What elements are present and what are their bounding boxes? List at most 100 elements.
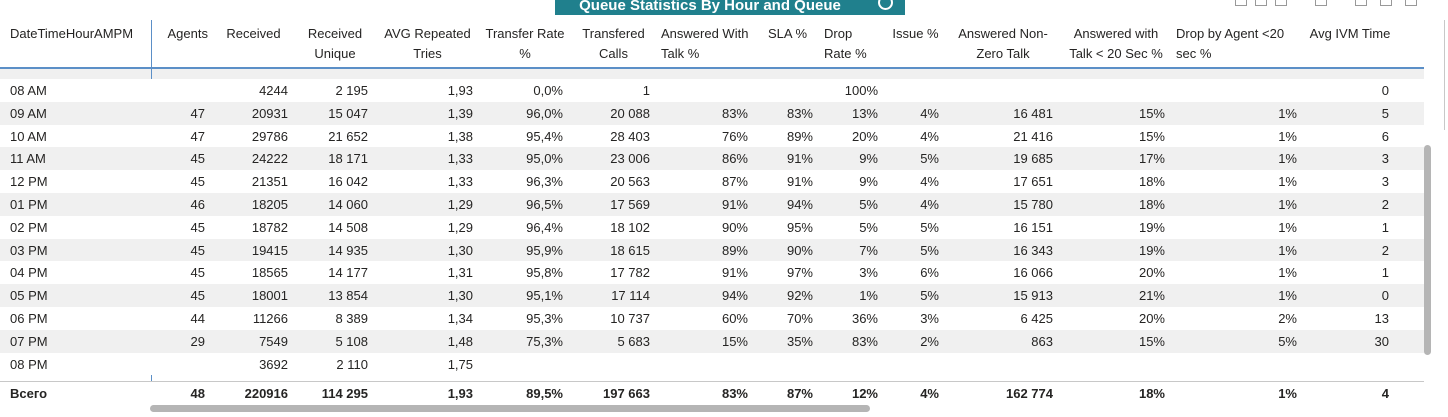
column-header: Transfered Calls — [582, 26, 645, 61]
table-cell: 95,4% — [526, 128, 563, 144]
table-cell: 15% — [1138, 333, 1165, 349]
table-row — [0, 124, 1424, 148]
table-cell: 45 — [190, 265, 205, 281]
table-cell: 1% — [1278, 197, 1297, 212]
table-row — [0, 147, 1424, 171]
toolbar-button[interactable] — [1380, 0, 1392, 6]
table-cell: 5 683 — [617, 333, 650, 349]
table-cell: 13 854 — [328, 288, 368, 304]
table-cell: 11266 — [252, 311, 288, 326]
table-cell: 19 685 — [1013, 151, 1053, 167]
table-cell: 36% — [851, 311, 878, 326]
table-cell: 47 — [190, 128, 205, 144]
table-cell: 12 PM — [10, 174, 48, 190]
table-cell: 09 AM — [10, 105, 47, 121]
table-cell: 1,31 — [447, 265, 473, 281]
table-cell: 20 563 — [610, 174, 650, 190]
table-cell: 48 — [190, 386, 205, 401]
table-cell: 2 — [1381, 242, 1389, 258]
table-cell: 5% — [920, 151, 939, 167]
column-header: Answered With Talk % — [661, 26, 749, 61]
table-cell: 83% — [786, 105, 813, 121]
table-cell: 96,5% — [526, 197, 563, 212]
table-cell: 3 — [1381, 174, 1389, 190]
table-cell: 2 195 — [335, 83, 368, 98]
table-cell: 4% — [920, 386, 939, 401]
table-cell: 95,1% — [526, 288, 563, 304]
table-cell: 7549 — [259, 333, 288, 349]
vertical-scrollbar[interactable] — [1424, 145, 1431, 355]
table-cell: 1% — [1278, 288, 1297, 304]
table-cell: 21% — [1138, 288, 1165, 304]
table-cell: 45 — [190, 288, 205, 304]
toolbar-button[interactable] — [1355, 0, 1367, 6]
toolbar-button[interactable] — [1255, 0, 1267, 6]
column-header: Avg IVM Time — [1309, 26, 1391, 41]
table-cell: 1,29 — [447, 197, 473, 212]
table-cell: 60% — [721, 311, 748, 326]
table-cell: 13 — [1374, 311, 1389, 326]
toolbar-button[interactable] — [1235, 0, 1247, 6]
table-cell: 04 PM — [10, 265, 48, 281]
toolbar-button[interactable] — [1315, 0, 1327, 6]
table-cell: 1,39 — [447, 105, 473, 121]
table-cell: 5% — [859, 197, 878, 212]
table-cell: 35% — [786, 333, 813, 349]
table-cell: 1,33 — [447, 151, 473, 167]
table-cell: 29 — [190, 333, 205, 349]
table-cell: 97% — [786, 265, 813, 281]
table-cell: 1 — [642, 83, 650, 98]
table-cell: 19415 — [251, 242, 288, 258]
table-cell: 29786 — [251, 128, 288, 144]
table-cell: 1% — [1278, 242, 1297, 258]
table-cell: 18% — [1138, 174, 1165, 190]
table-cell: 16 151 — [1013, 219, 1053, 235]
table-cell: 5% — [1278, 333, 1297, 349]
table-cell: 16 042 — [328, 174, 368, 190]
column-header: Answered Non-Zero Talk — [958, 26, 1048, 61]
table-cell: 95,0% — [526, 151, 563, 167]
table-cell: 1,75 — [447, 356, 473, 372]
table-cell: 92% — [786, 288, 813, 304]
table-cell: 91% — [721, 265, 748, 281]
table-cell: 76% — [721, 128, 748, 144]
title-bar — [555, 0, 905, 15]
info-icon[interactable] — [878, 0, 893, 10]
table-cell: 83% — [721, 386, 748, 401]
table-cell: 01 PM — [10, 197, 48, 212]
table-cell: 5% — [920, 242, 939, 258]
table-cell: 1% — [1278, 151, 1297, 167]
table-cell: 87% — [721, 174, 748, 190]
table-cell: 2 — [1381, 197, 1389, 212]
table-cell: 16 066 — [1013, 265, 1053, 281]
edge-line — [1444, 20, 1445, 130]
table-cell: 4244 — [259, 83, 288, 98]
column-header: DateTimeHourAMPM — [10, 26, 134, 41]
table-row — [0, 101, 1424, 125]
toolbar-button[interactable] — [1275, 0, 1287, 6]
table-cell: 89% — [721, 242, 748, 258]
table-cell: 6 425 — [1020, 311, 1053, 326]
table-cell: 7% — [859, 242, 878, 258]
table-row — [0, 284, 1424, 307]
table-cell: 16 481 — [1013, 105, 1053, 121]
table-cell: 12% — [851, 386, 878, 401]
horizontal-scrollbar[interactable] — [150, 405, 870, 412]
table-cell: 14 177 — [328, 265, 368, 281]
table-cell: 4% — [920, 197, 939, 212]
table-cell: 6% — [920, 265, 939, 281]
table-row — [0, 215, 1424, 239]
table-cell: 18% — [1138, 197, 1165, 212]
table-cell: 18 615 — [610, 242, 650, 258]
table-cell: 47 — [190, 105, 205, 121]
table-cell: 17 114 — [611, 288, 650, 304]
toolbar-button[interactable] — [1405, 0, 1417, 6]
table-cell: 45 — [190, 242, 205, 258]
table-cell: 1,93 — [447, 83, 473, 98]
table-cell: 75,3% — [526, 333, 563, 349]
table-row — [0, 307, 1424, 330]
table-cell: 1% — [1278, 174, 1297, 190]
table-cell: 2 110 — [336, 356, 368, 372]
table-cell: 18 171 — [328, 151, 368, 167]
table-cell: 23 006 — [610, 151, 650, 167]
